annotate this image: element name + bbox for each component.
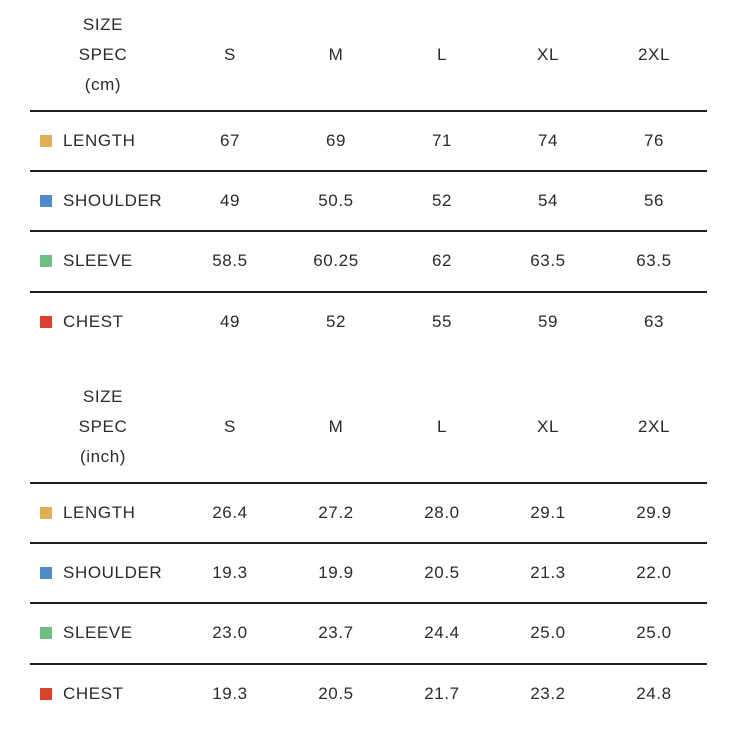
size-header-m: M (328, 417, 344, 436)
table-cell: 29.1 (530, 503, 566, 522)
table-cell: 69 (325, 131, 347, 150)
chest-color-swatch (40, 688, 52, 700)
row-label: LENGTH (63, 131, 136, 150)
row-label: SHOULDER (63, 191, 163, 210)
table-row-chest: CHEST 19.3 20.5 21.7 23.2 24.8 (30, 664, 707, 724)
table-cell: 55 (431, 312, 453, 331)
table-cell: 49 (219, 191, 241, 210)
table-cell: 59 (537, 312, 559, 331)
row-label: SLEEVE (63, 623, 133, 642)
table-cell: 58.5 (212, 251, 248, 270)
size-header-l: L (436, 45, 448, 64)
length-color-swatch (40, 135, 52, 147)
size-header-s: S (224, 417, 236, 436)
spec-label: SIZE SPEC (cm) (73, 10, 133, 100)
spec-label-line: (inch) (79, 447, 127, 466)
chest-color-swatch (40, 316, 52, 328)
size-spec-table-inch: SIZE SPEC (inch) S M L XL 2XL LENGTH 26.… (30, 382, 707, 703)
table-cell: 24.8 (636, 684, 672, 703)
table-cell: 28.0 (424, 503, 460, 522)
table-cell: 50.5 (318, 191, 354, 210)
table-cell: 62 (431, 251, 453, 270)
size-header-2xl: 2XL (637, 45, 671, 64)
divider (30, 170, 707, 172)
size-spec-table-cm: SIZE SPEC (cm) S M L XL 2XL LENGTH 67 69… (30, 10, 707, 331)
size-header-l: L (436, 417, 448, 436)
table-cell: 56 (643, 191, 665, 210)
table-row-length: LENGTH 67 69 71 74 76 (30, 111, 707, 171)
table-cell: 63 (643, 312, 665, 331)
table-cell: 52 (325, 312, 347, 331)
sleeve-color-swatch (40, 627, 52, 639)
table-cell: 27.2 (318, 503, 354, 522)
table-cell: 26.4 (212, 503, 248, 522)
table-header: SIZE SPEC (inch) S M L XL 2XL (30, 382, 707, 482)
row-label: SHOULDER (63, 563, 163, 582)
shoulder-color-swatch (40, 567, 52, 579)
table-cell: 19.3 (212, 684, 248, 703)
table-row-shoulder: SHOULDER 49 50.5 52 54 56 (30, 171, 707, 231)
divider (30, 482, 707, 484)
size-header-2xl: 2XL (637, 417, 671, 436)
size-header-xl: XL (537, 417, 559, 436)
divider (30, 291, 707, 293)
table-cell: 29.9 (636, 503, 672, 522)
table-cell: 20.5 (318, 684, 354, 703)
table-cell: 21.7 (424, 684, 460, 703)
table-row-sleeve: SLEEVE 58.5 60.25 62 63.5 63.5 (30, 231, 707, 291)
size-header-xl: XL (537, 45, 559, 64)
size-header-m: M (328, 45, 344, 64)
spec-label-line: SIZE (82, 15, 124, 34)
length-color-swatch (40, 507, 52, 519)
table-cell: 24.4 (424, 623, 460, 642)
table-row-shoulder: SHOULDER 19.3 19.9 20.5 21.3 22.0 (30, 543, 707, 603)
table-cell: 25.0 (530, 623, 566, 642)
shoulder-color-swatch (40, 195, 52, 207)
table-cell: 19.9 (318, 563, 354, 582)
table-cell: 23.0 (212, 623, 248, 642)
table-row-chest: CHEST 49 52 55 59 63 (30, 292, 707, 352)
table-row-sleeve: SLEEVE 23.0 23.7 24.4 25.0 25.0 (30, 603, 707, 663)
row-label: LENGTH (63, 503, 136, 522)
table-cell: 20.5 (424, 563, 460, 582)
divider (30, 663, 707, 665)
table-cell: 63.5 (636, 251, 672, 270)
divider (30, 602, 707, 604)
table-cell: 23.7 (318, 623, 354, 642)
table-cell: 60.25 (313, 251, 359, 270)
table-cell: 19.3 (212, 563, 248, 582)
table-cell: 21.3 (530, 563, 566, 582)
table-cell: 63.5 (530, 251, 566, 270)
divider (30, 110, 707, 112)
sleeve-color-swatch (40, 255, 52, 267)
table-cell: 25.0 (636, 623, 672, 642)
row-label: SLEEVE (63, 251, 133, 270)
spec-label-line: SPEC (78, 417, 128, 436)
spec-label: SIZE SPEC (inch) (73, 382, 133, 472)
divider (30, 542, 707, 544)
row-label: CHEST (63, 684, 124, 703)
table-row-length: LENGTH 26.4 27.2 28.0 29.1 29.9 (30, 483, 707, 543)
table-cell: 76 (643, 131, 665, 150)
table-cell: 74 (537, 131, 559, 150)
table-cell: 52 (431, 191, 453, 210)
spec-label-line: SPEC (78, 45, 128, 64)
table-cell: 23.2 (530, 684, 566, 703)
spec-label-line: SIZE (82, 387, 124, 406)
table-header: SIZE SPEC (cm) S M L XL 2XL (30, 10, 707, 110)
table-cell: 54 (537, 191, 559, 210)
row-label: CHEST (63, 312, 124, 331)
table-cell: 49 (219, 312, 241, 331)
divider (30, 230, 707, 232)
table-cell: 67 (219, 131, 241, 150)
spec-label-line: (cm) (84, 75, 122, 94)
size-header-s: S (224, 45, 236, 64)
table-cell: 71 (431, 131, 453, 150)
table-cell: 22.0 (636, 563, 672, 582)
